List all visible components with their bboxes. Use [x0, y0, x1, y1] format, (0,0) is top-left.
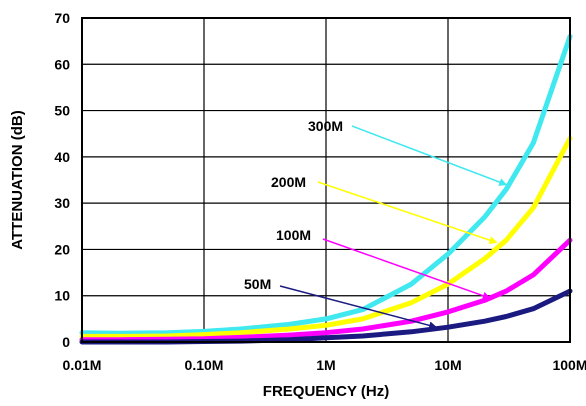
- x-axis-title: FREQUENCY (Hz): [263, 383, 389, 400]
- x-tick-label: 0.01M: [63, 357, 102, 373]
- y-tick-label: 70: [54, 10, 70, 26]
- annotation-layer: 300M 200M 100M 50M: [244, 118, 508, 330]
- y-axis-title: ATTENUATION (dB): [9, 110, 26, 249]
- annotation-label-200M: 200M: [271, 174, 306, 190]
- annotation-arrow-100M: [322, 238, 491, 300]
- x-tick-label: 1M: [316, 357, 335, 373]
- y-tick-label: 20: [54, 241, 70, 257]
- y-tick-label: 30: [54, 195, 70, 211]
- series-100M-line: [79, 237, 573, 343]
- y-tick-label: 10: [54, 288, 70, 304]
- series-300M-line: [79, 34, 573, 336]
- y-tick-label: 50: [54, 103, 70, 119]
- x-tick-label: 100M: [552, 357, 586, 373]
- annotation-arrow-200M: [317, 181, 498, 245]
- plot-frame: [81, 17, 571, 343]
- y-tick-labels: 0 10 20 30 40 50 60 70: [54, 10, 70, 350]
- x-tick-labels: 0.01M 0.10M 1M 10M 100M: [63, 357, 586, 373]
- x-tick-label: 10M: [434, 357, 461, 373]
- annotation-arrow-50M: [279, 285, 438, 330]
- y-tick-label: 40: [54, 149, 70, 165]
- y-tick-label: 0: [62, 334, 70, 350]
- annotation-label-50M: 50M: [244, 276, 271, 292]
- x-tick-label: 0.10M: [185, 357, 224, 373]
- annotation-arrow-300M: [351, 125, 508, 186]
- y-tick-label: 60: [54, 56, 70, 72]
- series-200M-line: [79, 135, 573, 339]
- annotation-label-300M: 300M: [308, 118, 343, 134]
- annotation-label-100M: 100M: [276, 227, 311, 243]
